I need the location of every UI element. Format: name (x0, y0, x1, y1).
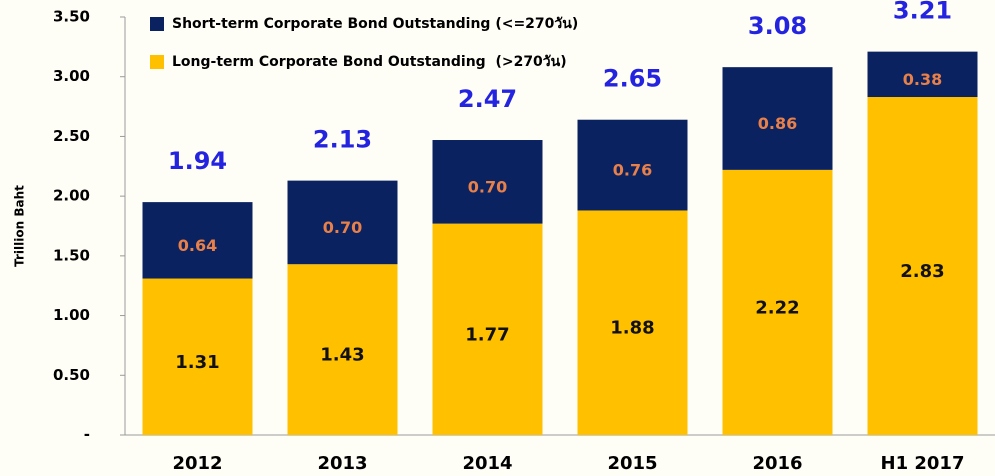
y-tick-label: 2.50 (53, 127, 90, 145)
total-label: 2.13 (313, 126, 372, 154)
x-tick-label: 2014 (462, 453, 512, 474)
bar-segment (432, 223, 543, 435)
y-tick-label: 3.00 (53, 67, 90, 85)
data-label: 1.77 (465, 324, 509, 345)
data-label: 1.31 (175, 352, 219, 373)
bar-segment (722, 67, 833, 170)
total-label: 3.08 (748, 12, 807, 40)
data-label: 1.43 (320, 345, 364, 366)
legend-label: Long-term Corporate Bond Outstanding (>2… (172, 54, 567, 70)
data-label: 0.76 (613, 161, 652, 180)
bar-segment (577, 210, 688, 435)
total-label: 1.94 (168, 147, 227, 175)
data-label: 0.38 (903, 70, 942, 89)
y-tick-label: 3.50 (53, 8, 90, 26)
bar-segment (287, 264, 398, 435)
bar-segment (867, 51, 978, 98)
y-tick-label: 1.50 (53, 246, 90, 264)
bar-segment (142, 278, 253, 435)
bar-segment (722, 169, 833, 435)
y-tick-label: - (84, 426, 90, 444)
data-label: 2.22 (755, 297, 799, 318)
legend-label: Short-term Corporate Bond Outstanding (<… (172, 16, 578, 32)
y-tick-label: 1.00 (53, 306, 90, 324)
data-label: 0.64 (178, 236, 217, 255)
data-label: 2.83 (900, 261, 944, 282)
data-label: 0.70 (323, 218, 362, 237)
total-label: 2.65 (603, 65, 662, 93)
x-tick-label: 2016 (752, 453, 802, 474)
bar-segment (432, 140, 543, 224)
y-tick-label: 0.50 (53, 366, 90, 384)
x-tick-label: H1 2017 (881, 453, 965, 474)
y-axis-label: Trillion Baht (13, 185, 27, 267)
x-tick-label: 2015 (607, 453, 657, 474)
data-label: 1.88 (610, 318, 654, 339)
y-tick-label: 2.00 (53, 187, 90, 205)
legend-swatch (150, 55, 164, 69)
legend-swatch (150, 17, 164, 31)
data-label: 0.70 (468, 177, 507, 196)
x-tick-label: 2013 (317, 453, 367, 474)
bar-segment (287, 180, 398, 265)
data-label: 0.86 (758, 114, 797, 133)
bar-segment (867, 97, 978, 435)
x-tick-label: 2012 (172, 453, 222, 474)
bar-segment (142, 202, 253, 279)
bar-segment (577, 119, 688, 211)
total-label: 2.47 (458, 85, 517, 113)
total-label: 3.21 (893, 0, 952, 25)
